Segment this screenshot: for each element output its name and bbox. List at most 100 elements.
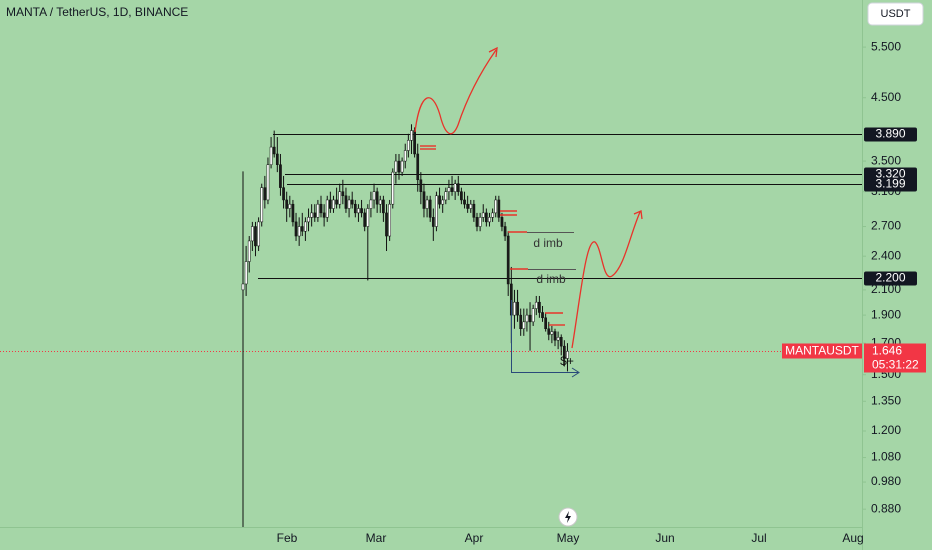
chart-title: MANTA / TetherUS, 1D, BINANCE [6, 5, 188, 19]
candle-body [369, 199, 373, 209]
candle-body [372, 191, 376, 201]
symbol-label-box [782, 343, 862, 359]
last-price-label: 1.646 [872, 344, 902, 358]
candle-body [478, 217, 482, 227]
candle-body [254, 226, 257, 247]
order-blocks [420, 145, 565, 326]
candle-body [304, 221, 307, 232]
y-tick-label: 1.900 [871, 307, 901, 321]
currency-button[interactable]: USDT [867, 2, 924, 26]
candle-body [469, 203, 473, 209]
candle-body [241, 283, 245, 291]
candle-body [566, 351, 569, 359]
candle-body [344, 195, 348, 209]
candle-body [360, 208, 363, 214]
candle-body [553, 331, 557, 341]
candle-body [516, 301, 519, 316]
candle-body [275, 153, 279, 165]
candle-body [481, 212, 485, 218]
candle-body [559, 337, 563, 347]
plot-area [0, 124, 862, 527]
projection-path [571, 211, 641, 349]
candle-body [375, 191, 379, 205]
y-tick-label: 2.400 [871, 248, 901, 262]
candle-body [500, 217, 504, 227]
x-tick-label: Aug [842, 531, 863, 545]
candle-body [519, 314, 523, 330]
candle-body [435, 195, 438, 227]
candle-body [291, 203, 295, 223]
candle-body [513, 301, 516, 316]
candle-body [350, 199, 354, 205]
y-tick-label: 2.100 [871, 282, 901, 296]
candle-body [534, 301, 538, 309]
y-tick-label: 1.200 [871, 423, 901, 437]
candle-body [494, 199, 498, 214]
y-tick-label: 1.350 [871, 393, 901, 407]
candle-body [353, 203, 357, 214]
candle-body [332, 199, 335, 209]
candle-body [563, 345, 566, 359]
candle-body [378, 199, 382, 205]
candle-body [244, 261, 248, 285]
level-label-box [864, 127, 917, 142]
candle-body [279, 164, 282, 188]
annotation: d imb [533, 236, 563, 250]
candle-body [357, 208, 360, 214]
candle-body [456, 183, 460, 192]
y-tick-label: 1.080 [871, 450, 901, 464]
candle-body [438, 195, 441, 205]
symbol-label: MANTAUSDT [785, 344, 859, 358]
candle-body [531, 308, 535, 323]
annotation: $+ [560, 354, 574, 368]
candle-body [385, 212, 388, 237]
projection-arrowhead [488, 46, 498, 58]
candle-body [335, 199, 338, 205]
candle-body [347, 199, 351, 209]
candle-body [541, 312, 544, 319]
level-label: 3.199 [875, 177, 905, 191]
currency-button-box[interactable] [867, 2, 924, 26]
candle-body [338, 191, 342, 205]
candle-body [316, 203, 320, 218]
candle-body [544, 317, 547, 330]
y-tick-label: 0.880 [871, 501, 901, 515]
candle-body [310, 212, 313, 218]
candle-body [547, 328, 551, 335]
candle-body [556, 337, 560, 341]
candle-body [538, 301, 541, 313]
candle-body [528, 314, 532, 323]
replay-icon[interactable] [565, 511, 571, 523]
candle-body [272, 146, 276, 155]
candle-body [444, 191, 448, 201]
x-tick-label: Jun [655, 531, 674, 545]
replay-button[interactable] [558, 507, 578, 527]
candle-body [394, 160, 398, 173]
candle-body [313, 212, 317, 218]
candle-body [329, 199, 332, 209]
candle-body [447, 187, 451, 192]
projection-arrowhead [633, 210, 643, 220]
candle-body [419, 179, 423, 192]
countdown-label: 05:31:22 [872, 358, 919, 372]
candle-body [263, 187, 267, 201]
candle-body [453, 183, 457, 192]
candle-body [472, 203, 476, 218]
candle-body [503, 226, 507, 237]
candle-body [407, 140, 410, 151]
x-tick-label: Apr [465, 531, 484, 545]
candle-body [266, 164, 270, 201]
y-tick-label: 4.500 [871, 90, 901, 104]
candle-body [525, 314, 529, 323]
x-tick-label: Feb [277, 531, 298, 545]
candle-body [506, 235, 510, 285]
candle-body [488, 217, 491, 223]
candle-body [307, 217, 310, 223]
candle-body [282, 187, 285, 201]
candle-body [497, 199, 501, 218]
currency-button-label[interactable]: USDT [881, 8, 911, 20]
level-label: 3.320 [875, 167, 905, 181]
candle-body [322, 212, 326, 218]
